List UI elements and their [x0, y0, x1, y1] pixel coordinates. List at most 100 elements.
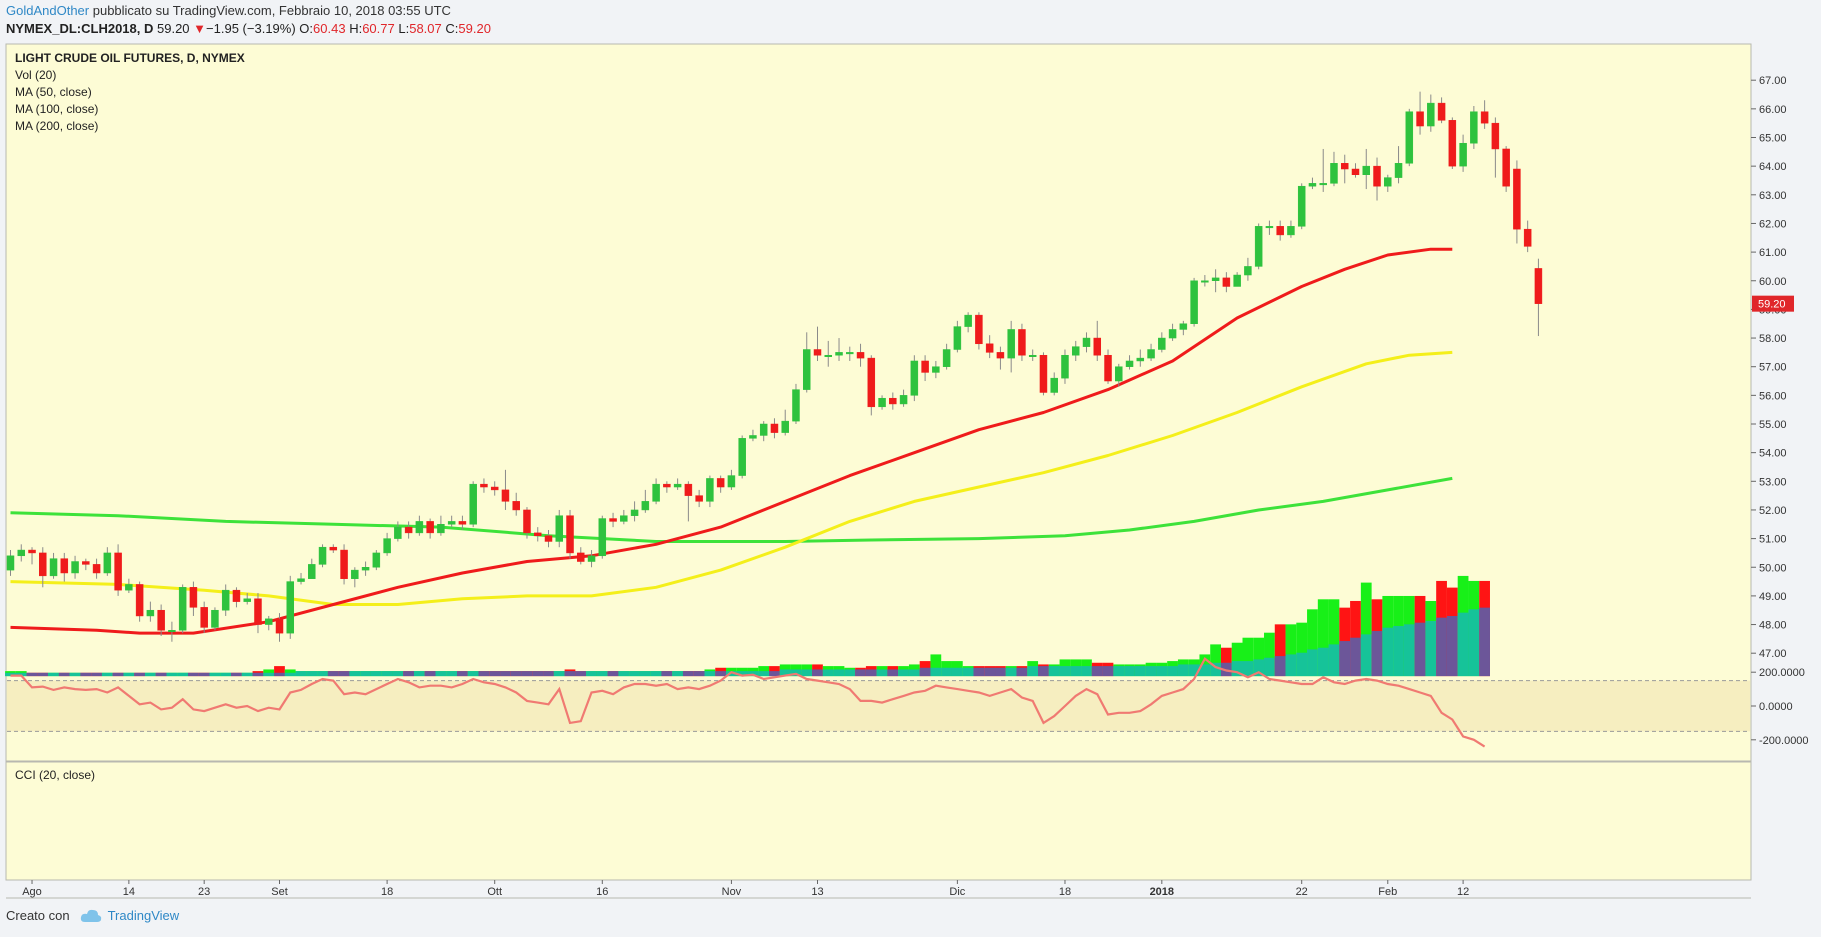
candle-body	[39, 552, 47, 577]
volume-ma-bar	[769, 671, 780, 677]
candle-body	[716, 478, 725, 488]
volume-ma-bar	[833, 669, 845, 677]
candle-body	[383, 538, 391, 554]
candle-body	[17, 549, 26, 557]
time-tick-label: 23	[198, 886, 210, 898]
candle-body	[1158, 337, 1166, 350]
volume-ma-bar	[1253, 659, 1265, 677]
candle-body	[415, 521, 424, 534]
volume-ma-bar	[478, 671, 490, 677]
time-tick-label: Dic	[949, 886, 965, 898]
volume-ma-bar	[1425, 621, 1437, 677]
volume-bar	[1317, 599, 1329, 677]
candle-body	[1039, 354, 1048, 393]
candle-body	[447, 521, 456, 525]
candle-body	[1308, 183, 1317, 187]
candle-body	[1351, 168, 1360, 175]
volume-ma-bar	[1167, 666, 1178, 677]
volume-ma-bar	[844, 669, 856, 677]
candle-body	[813, 349, 822, 356]
volume-ma-bar	[1264, 657, 1275, 677]
volume-ma-bar	[715, 671, 727, 677]
candle-body	[1104, 354, 1112, 382]
candle-body	[856, 352, 865, 359]
volume-bar	[1360, 582, 1372, 677]
legend-vol: Vol (20)	[15, 68, 56, 82]
price-tick-label: 67.00	[1759, 75, 1787, 87]
candle-body	[1050, 377, 1058, 393]
candle-body	[297, 578, 305, 582]
high-label: H:	[349, 21, 363, 36]
volume-ma-bar	[295, 671, 307, 677]
candle-body	[975, 314, 983, 345]
price-tick-label: 49.00	[1759, 591, 1787, 603]
volume-ma-bar	[543, 671, 554, 677]
volume-ma-bar	[951, 667, 963, 677]
footer: Creato con TradingView	[6, 908, 179, 923]
volume-ma-bar	[252, 672, 264, 677]
volume-ma-bar	[618, 671, 630, 677]
volume-ma-bar	[532, 671, 544, 677]
price-tick-label: 57.00	[1759, 362, 1787, 374]
volume-ma-bar	[1016, 667, 1028, 677]
tradingview-link[interactable]: TradingView	[80, 908, 179, 923]
candle-body	[275, 618, 284, 634]
volume-ma-bar	[812, 669, 823, 677]
volume-ma-bar	[1177, 664, 1189, 677]
volume-ma-bar	[887, 669, 899, 677]
candle-body	[286, 581, 295, 634]
volume-ma-bar	[306, 671, 318, 677]
cci-pane[interactable]	[5, 761, 1752, 881]
volume-ma-bar	[865, 669, 877, 677]
symbol-label[interactable]: NYMEX_DL:CLH2018, D	[6, 21, 154, 36]
last-price: 59.20	[157, 21, 190, 36]
candle-body	[878, 397, 886, 408]
candle-body	[135, 584, 144, 617]
last-price-label: 59.20	[1758, 299, 1786, 311]
author-link[interactable]: GoldAndOther	[6, 3, 90, 18]
candle-body	[781, 420, 789, 433]
price-tick-label: 53.00	[1759, 476, 1787, 488]
candle-body	[620, 515, 628, 522]
time-tick-label: Ott	[487, 886, 502, 898]
candle-body	[189, 587, 198, 608]
time-axis[interactable]: Ago 14 23 Set 18 Ott 16 Nov 13 Dic 18 2018 22 Feb 12	[22, 880, 1469, 898]
volume-ma-bar	[575, 671, 587, 677]
volume-ma-bar	[521, 671, 533, 677]
candle-body	[1244, 266, 1252, 276]
candle-body	[846, 352, 854, 355]
candle-body	[1254, 226, 1263, 267]
volume-ma-bar	[392, 671, 404, 677]
candle-body	[695, 495, 703, 502]
legend-ma200: MA (200, close)	[15, 119, 98, 133]
volume-ma-bar	[1156, 666, 1168, 677]
candle-body	[577, 552, 585, 562]
candle-body	[587, 555, 596, 562]
time-tick-label: 12	[1457, 886, 1469, 898]
volume-ma-bar	[1403, 624, 1415, 677]
candle-body	[942, 349, 951, 367]
volume-ma-bar	[284, 672, 296, 677]
volume-ma-bar	[639, 671, 651, 677]
volume-ma-bar	[607, 671, 619, 677]
candle-body	[996, 352, 1005, 359]
candle-body	[673, 483, 682, 488]
volume-ma-bar	[1307, 649, 1318, 677]
volume-ma-bar	[779, 669, 791, 677]
candle-body	[1437, 102, 1446, 121]
candle-body	[1222, 277, 1231, 287]
price-tick-label: 63.00	[1759, 190, 1787, 202]
candle-body	[727, 475, 736, 488]
price-axis[interactable]: 47.00 48.00 49.00 50.00 51.00 52.00 53.00 54.00…	[1751, 75, 1794, 660]
volume-ma-bar	[564, 671, 576, 677]
volume-ma-bar	[1446, 616, 1458, 677]
candle-body	[178, 587, 187, 631]
volume-ma-bar	[973, 667, 985, 677]
chart-canvas[interactable]: 47.00 48.00 49.00 50.00 51.00 52.00 53.00 54.00…	[0, 42, 1821, 904]
candle-body	[1276, 226, 1284, 236]
volume-ma-bar	[1134, 666, 1146, 677]
candle-body	[1201, 280, 1209, 283]
volume-ma-bar	[338, 671, 350, 677]
candles-layer	[6, 91, 1543, 642]
candle-body	[125, 584, 133, 591]
